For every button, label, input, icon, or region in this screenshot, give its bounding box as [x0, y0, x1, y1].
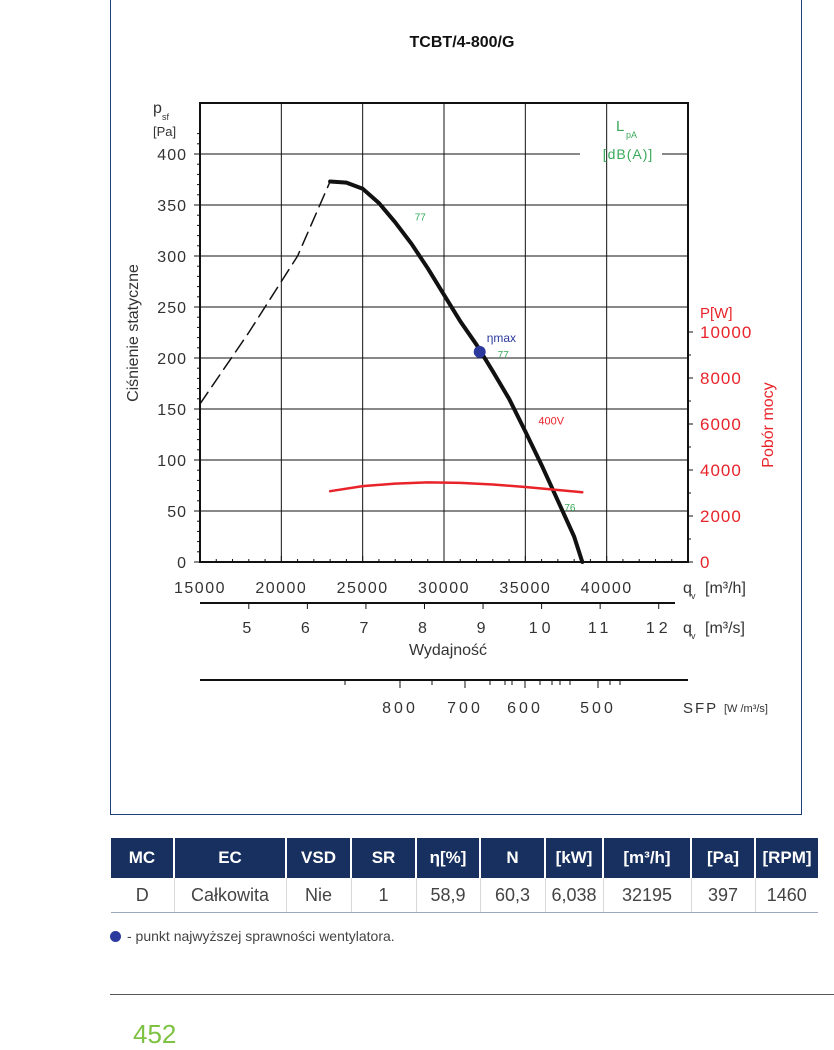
table-header-cell: N — [480, 838, 546, 878]
performance-table: MC EC VSD SR η[%] N [kW] [m³/h] [Pa] [RPM] D Całko… — [111, 838, 818, 913]
table-header-cell: EC — [174, 838, 287, 878]
table-cell: 58,9 — [416, 878, 481, 913]
noise-level-label: 76 — [564, 503, 576, 514]
power-curve — [328, 481, 584, 494]
eta-max-label: ηmax — [487, 331, 516, 345]
y-axis-title: Ciśnienie statyczne — [125, 264, 142, 402]
pressure-curve — [328, 179, 585, 564]
table-cell: 1 — [351, 878, 417, 913]
table-cell: Całkowita — [174, 878, 287, 913]
sfp-tick-label: 700 — [447, 700, 483, 717]
x-tick-label: 35000 — [499, 580, 551, 597]
lpa-unit: [dB(A)] — [603, 146, 654, 162]
legend-note: - punkt najwyższej sprawności wentylator… — [110, 928, 395, 944]
note-text: - punkt najwyższej sprawności wentylator… — [127, 928, 395, 944]
table-cell: D — [111, 878, 175, 913]
sfp-tick-label: 500 — [580, 700, 616, 717]
table-header-cell: η[%] — [416, 838, 481, 878]
lpa-label: L — [616, 118, 624, 135]
table-header-cell: [RPM] — [755, 838, 818, 878]
chart-title: TCBT/4-800/G — [410, 34, 515, 51]
lpa-label-sub: pA — [626, 130, 637, 140]
y2-tick-label: 2000 — [700, 507, 742, 526]
y-tick-label: 400 — [157, 147, 187, 164]
x-tick-label: 15000 — [174, 580, 226, 597]
unstable-curve — [199, 180, 331, 405]
y-tick-label: 250 — [157, 300, 187, 317]
series-label: 400V — [538, 415, 564, 427]
y-tick-label: 300 — [157, 249, 187, 266]
y2-tick-label: 6000 — [700, 415, 742, 434]
x-tick-label: 20000 — [255, 580, 307, 597]
table-cell: 6,038 — [545, 878, 604, 913]
x2-unit-symbol-sub: v — [691, 631, 696, 641]
noise-level-label: 77 — [498, 350, 510, 361]
table-header-row: MC EC VSD SR η[%] N [kW] [m³/h] [Pa] [RPM] — [111, 838, 818, 878]
y-axis-symbol-sub: sf — [162, 112, 170, 122]
x2-tick-label: 12 — [646, 620, 672, 637]
y2-tick-label: 4000 — [700, 461, 742, 480]
y-tick-label: 200 — [157, 351, 187, 368]
chart-frame — [110, 0, 802, 815]
x-unit-symbol: q — [683, 580, 692, 597]
y-tick-label: 0 — [177, 555, 187, 572]
table-header-cell: VSD — [286, 838, 352, 878]
table-header-cell: [m³/h] — [603, 838, 692, 878]
x-unit: [m³/h] — [705, 580, 746, 597]
x2-tick-label: 11 — [588, 620, 613, 637]
noise-level-label: 77 — [415, 212, 427, 223]
table-header-cell: MC — [111, 838, 175, 878]
y-tick-label: 50 — [167, 504, 187, 521]
table-header-cell: [kW] — [545, 838, 604, 878]
table-cell: 60,3 — [480, 878, 546, 913]
x2-unit: [m³/s] — [705, 620, 745, 637]
x2-tick-label: 7 — [359, 620, 372, 637]
y-tick-label: 100 — [157, 453, 187, 470]
eta-point-icon — [110, 931, 121, 942]
x-tick-label: 25000 — [337, 580, 389, 597]
y2-tick-label: 8000 — [700, 369, 742, 388]
x2-unit-symbol: q — [683, 620, 692, 637]
table-cell: 1460 — [755, 878, 818, 913]
x2-tick-label: 5 — [242, 620, 255, 637]
y-axis-symbol: p — [153, 100, 162, 117]
table-header-cell: [Pa] — [691, 838, 756, 878]
table-body: D Całkowita Nie 1 58,9 60,3 6,038 32195 397 1460 — [111, 878, 818, 913]
y-axis-unit: [Pa] — [153, 124, 176, 139]
x-axis-title: Wydajność — [409, 642, 487, 659]
eta-max-point — [473, 345, 486, 358]
x-tick-label: 30000 — [418, 580, 470, 597]
x2-tick-label: 9 — [477, 620, 490, 637]
x2-tick-label: 8 — [418, 620, 431, 637]
table-header-cell: SR — [351, 838, 417, 878]
y2-axis-title: Pobór mocy — [760, 382, 777, 467]
divider — [110, 994, 834, 995]
x-unit-symbol-sub: v — [691, 591, 696, 601]
y-tick-label: 350 — [157, 198, 187, 215]
y2-unit: P[W] — [700, 305, 733, 322]
sfp-unit: [W /m³/s] — [724, 703, 768, 715]
table-cell: 397 — [691, 878, 756, 913]
sfp-tick-label: 600 — [507, 700, 543, 717]
y-tick-label: 150 — [157, 402, 187, 419]
x-tick-label: 40000 — [581, 580, 633, 597]
y2-tick-label: 10000 — [700, 323, 752, 342]
x2-tick-label: 10 — [529, 620, 555, 637]
sfp-label: SFP — [683, 700, 718, 717]
table-cell: 32195 — [603, 878, 692, 913]
table-cell: Nie — [286, 878, 352, 913]
y2-tick-label: 0 — [700, 553, 710, 572]
chart: TCBT/4-800/G 050100150200250300350400150… — [125, 34, 777, 717]
x2-tick-label: 6 — [301, 620, 314, 637]
sfp-tick-label: 800 — [382, 700, 418, 717]
table-row: D Całkowita Nie 1 58,9 60,3 6,038 32195 397 1460 — [111, 878, 818, 913]
